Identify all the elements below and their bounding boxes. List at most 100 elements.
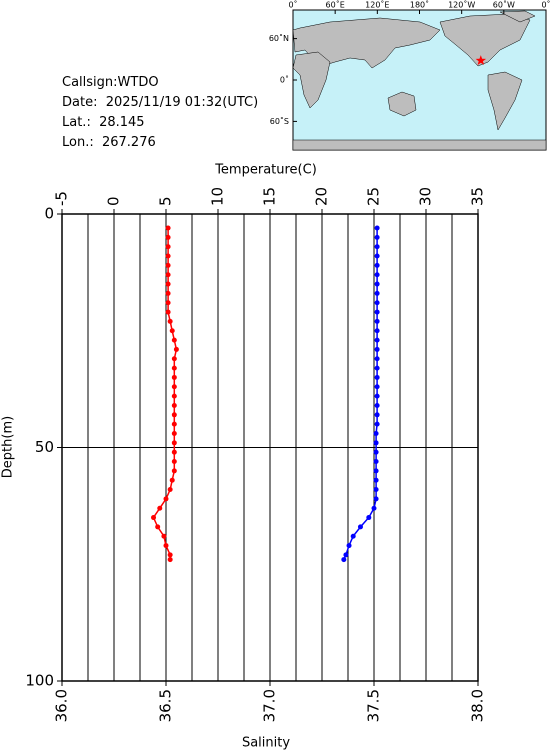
plot-frame <box>61 213 479 682</box>
profile-point <box>374 384 380 390</box>
x-tick-label: 37.0 <box>261 689 279 722</box>
map-lon-label: 60˚W <box>493 0 515 10</box>
profile-point <box>374 290 380 296</box>
profile-point <box>165 225 171 231</box>
profile-line <box>343 228 378 560</box>
x-tick-label: 36.5 <box>157 689 175 722</box>
profile-point <box>169 328 175 334</box>
map-lat-label: 0˚ <box>280 75 289 85</box>
map-lon-label: 0˚ <box>288 0 297 10</box>
profile-point <box>373 468 379 474</box>
profile-point <box>165 272 171 278</box>
profile-point <box>374 253 380 259</box>
x2-tick-label: -5 <box>53 191 71 206</box>
profile-point <box>165 244 171 250</box>
map-lat-label: 60˚S <box>270 116 289 126</box>
profile-line <box>152 228 178 560</box>
map <box>292 9 547 151</box>
profile-point <box>374 262 380 268</box>
x2-tick-label: 30 <box>417 187 435 206</box>
profile-point <box>374 346 380 352</box>
profile-point <box>374 309 380 315</box>
profile-point <box>171 468 177 474</box>
profile-point <box>374 328 380 334</box>
profile-point <box>165 290 171 296</box>
profile-point <box>374 244 380 250</box>
map-lat-label: 60˚N <box>269 33 289 43</box>
profile-point <box>171 459 177 465</box>
info-label: Date: <box>62 95 106 110</box>
profile-point <box>374 318 380 324</box>
profile-point <box>374 421 380 427</box>
profile-point <box>171 412 177 418</box>
profile-point <box>357 524 363 530</box>
x-axis-title: Salinity <box>242 736 290 751</box>
profile-point <box>155 524 161 530</box>
info-line: Lat.: 28.145 <box>62 115 145 130</box>
profile-point <box>167 318 173 324</box>
y-axis-title: Depth(m) <box>1 416 16 478</box>
profile-point <box>171 356 177 362</box>
profile-point <box>165 281 171 287</box>
profile-point <box>171 365 177 371</box>
x2-tick-label: 20 <box>313 187 331 206</box>
profile-point <box>171 337 177 343</box>
profile-point <box>171 374 177 380</box>
profile-point <box>161 533 167 539</box>
profile-point <box>373 449 379 455</box>
x-tick-label: 38.0 <box>469 689 487 722</box>
profile-point <box>374 281 380 287</box>
profile-point <box>373 477 379 483</box>
profile-point <box>341 557 347 563</box>
x-tick-label: 37.5 <box>365 689 383 722</box>
profile-point <box>171 449 177 455</box>
x2-tick-label: 35 <box>469 187 487 206</box>
profile-point <box>167 487 173 493</box>
y-tick-label: 50 <box>35 438 54 456</box>
profile-point <box>169 477 175 483</box>
x2-axis-title: Temperature(C) <box>214 163 317 178</box>
map-lon-label: 180˚ <box>410 0 429 10</box>
profile-point <box>165 262 171 268</box>
x2-tick-label: 5 <box>157 196 175 206</box>
continents <box>292 10 547 151</box>
profile-point <box>165 253 171 259</box>
info-value: 267.276 <box>102 135 156 150</box>
info-line: Callsign:WTDO <box>62 75 159 90</box>
profile-point <box>366 515 372 521</box>
profile-point <box>350 533 356 539</box>
profile-point <box>173 346 179 352</box>
info-line: Date: 2025/11/19 01:32(UTC) <box>62 95 258 110</box>
profile-point <box>171 393 177 399</box>
map-lon-label: 120˚E <box>365 0 389 10</box>
x2-tick-label: 0 <box>105 196 123 206</box>
profile-point <box>171 421 177 427</box>
x-tick-label: 36.0 <box>53 689 71 722</box>
y-tick-label: 0 <box>44 205 54 223</box>
profile-point <box>343 552 349 558</box>
profile-point <box>373 430 379 436</box>
map-lon-label: 120˚W <box>448 0 475 10</box>
map-lon-label: 0˚ <box>541 0 550 10</box>
info-label: Callsign: <box>62 75 118 90</box>
map-lon-label: 60˚E <box>326 0 345 10</box>
profile-point <box>374 374 380 380</box>
x2-tick-label: 15 <box>261 187 279 206</box>
profile-point <box>171 384 177 390</box>
profile-point <box>373 496 379 502</box>
profile-point <box>171 430 177 436</box>
profile-point <box>374 234 380 240</box>
x2-tick-label: 25 <box>365 187 383 206</box>
profile-point <box>374 365 380 371</box>
info-label: Lon.: <box>62 135 102 150</box>
profile-point <box>165 300 171 306</box>
info-label: Lat.: <box>62 115 99 130</box>
profile-point <box>374 337 380 343</box>
profile-point <box>374 225 380 231</box>
profile-point <box>373 459 379 465</box>
profile-point <box>167 552 173 558</box>
profile-point <box>346 543 352 549</box>
info-value: 2025/11/19 01:32(UTC) <box>106 95 258 110</box>
profile-point <box>165 234 171 240</box>
